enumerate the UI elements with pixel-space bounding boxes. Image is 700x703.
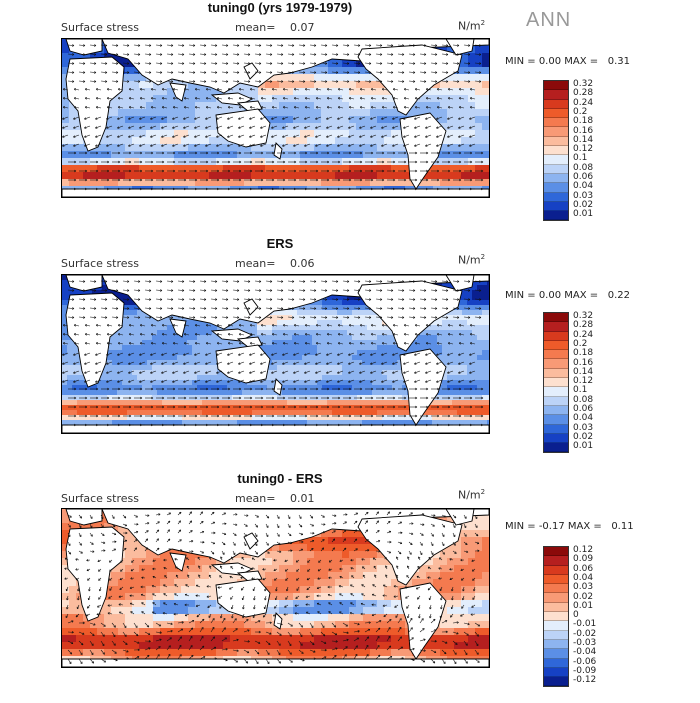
- colorbar: [543, 546, 569, 687]
- mean-label: mean=: [235, 492, 275, 505]
- panel-title: tuning0 (yrs 1979-1979): [0, 0, 560, 15]
- panel-title: ERS: [0, 236, 560, 251]
- units-label: N/m2: [458, 488, 485, 502]
- stress-map: [61, 38, 490, 198]
- units-label: N/m2: [458, 19, 485, 33]
- colorbar-swatch: [544, 193, 568, 202]
- colorbar: [543, 80, 569, 221]
- colorbar-swatch: [544, 406, 568, 415]
- colorbar-swatch: [544, 677, 568, 686]
- panel-obs: ERS Surface stress mean= 0.06 N/m2 MIN =…: [0, 236, 700, 468]
- colorbar-swatch: [544, 211, 568, 220]
- colorbar-swatch: [544, 332, 568, 341]
- colorbar-swatch: [544, 425, 568, 434]
- colorbar-swatch: [544, 387, 568, 396]
- colorbar-swatch: [544, 649, 568, 658]
- colorbar-swatch: [544, 640, 568, 649]
- colorbar-swatch: [544, 547, 568, 556]
- mean-value: 0.06: [290, 257, 315, 270]
- colorbar-swatch: [544, 350, 568, 359]
- panel-difference: tuning0 - ERS Surface stress mean= 0.01 …: [0, 471, 700, 703]
- colorbar-swatch: [544, 127, 568, 136]
- min-max-readout: MIN = 0.00 MAX = 0.31: [505, 56, 630, 67]
- colorbar-swatch: [544, 621, 568, 630]
- colorbar-swatch: [544, 155, 568, 164]
- colorbar-swatch: [544, 584, 568, 593]
- colorbar-swatch: [544, 566, 568, 575]
- colorbar-swatch: [544, 369, 568, 378]
- colorbar-swatch: [544, 100, 568, 109]
- mean-label: mean=: [235, 257, 275, 270]
- colorbar-swatch: [544, 378, 568, 387]
- mean-value: 0.01: [290, 492, 315, 505]
- mean-value: 0.07: [290, 21, 315, 34]
- colorbar-swatch: [544, 202, 568, 211]
- colorbar-swatch: [544, 593, 568, 602]
- colorbar-swatch: [544, 322, 568, 331]
- colorbar-swatch: [544, 631, 568, 640]
- panel-title: tuning0 - ERS: [0, 471, 560, 486]
- colorbar-swatch: [544, 174, 568, 183]
- stress-map: [61, 274, 490, 434]
- variable-label: Surface stress: [61, 257, 139, 270]
- variable-label: Surface stress: [61, 21, 139, 34]
- units-label: N/m2: [458, 253, 485, 267]
- min-max-readout: MIN = -0.17 MAX = 0.11: [505, 521, 634, 532]
- colorbar-swatch: [544, 415, 568, 424]
- colorbar-swatch: [544, 90, 568, 99]
- colorbar-swatch: [544, 575, 568, 584]
- variable-label: Surface stress: [61, 492, 139, 505]
- colorbar-swatch: [544, 659, 568, 668]
- stress-map: [61, 508, 490, 668]
- colorbar-swatch: [544, 165, 568, 174]
- colorbar-swatch: [544, 668, 568, 677]
- colorbar-swatch: [544, 183, 568, 192]
- panel-model: tuning0 (yrs 1979-1979) Surface stress m…: [0, 0, 700, 232]
- colorbar-swatch: [544, 341, 568, 350]
- colorbar-swatch: [544, 397, 568, 406]
- colorbar-swatch: [544, 313, 568, 322]
- colorbar-swatch: [544, 434, 568, 443]
- colorbar-tick-label: 0.01: [573, 209, 593, 219]
- colorbar-tick-label: -0.12: [573, 675, 596, 685]
- colorbar-swatch: [544, 612, 568, 621]
- colorbar-swatch: [544, 81, 568, 90]
- colorbar: [543, 312, 569, 453]
- min-max-readout: MIN = 0.00 MAX = 0.22: [505, 290, 630, 301]
- colorbar-swatch: [544, 443, 568, 452]
- colorbar-swatch: [544, 118, 568, 127]
- colorbar-swatch: [544, 146, 568, 155]
- colorbar-swatch: [544, 109, 568, 118]
- colorbar-swatch: [544, 359, 568, 368]
- colorbar-swatch: [544, 603, 568, 612]
- colorbar-swatch: [544, 556, 568, 565]
- mean-label: mean=: [235, 21, 275, 34]
- colorbar-tick-label: 0.01: [573, 441, 593, 451]
- colorbar-swatch: [544, 137, 568, 146]
